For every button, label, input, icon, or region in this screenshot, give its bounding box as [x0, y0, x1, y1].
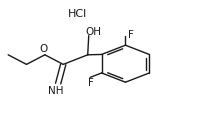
- Text: OH: OH: [85, 27, 101, 36]
- Text: HCl: HCl: [68, 9, 87, 19]
- Text: NH: NH: [48, 86, 63, 96]
- Text: F: F: [88, 78, 94, 88]
- Text: O: O: [40, 44, 48, 54]
- Text: F: F: [128, 30, 133, 40]
